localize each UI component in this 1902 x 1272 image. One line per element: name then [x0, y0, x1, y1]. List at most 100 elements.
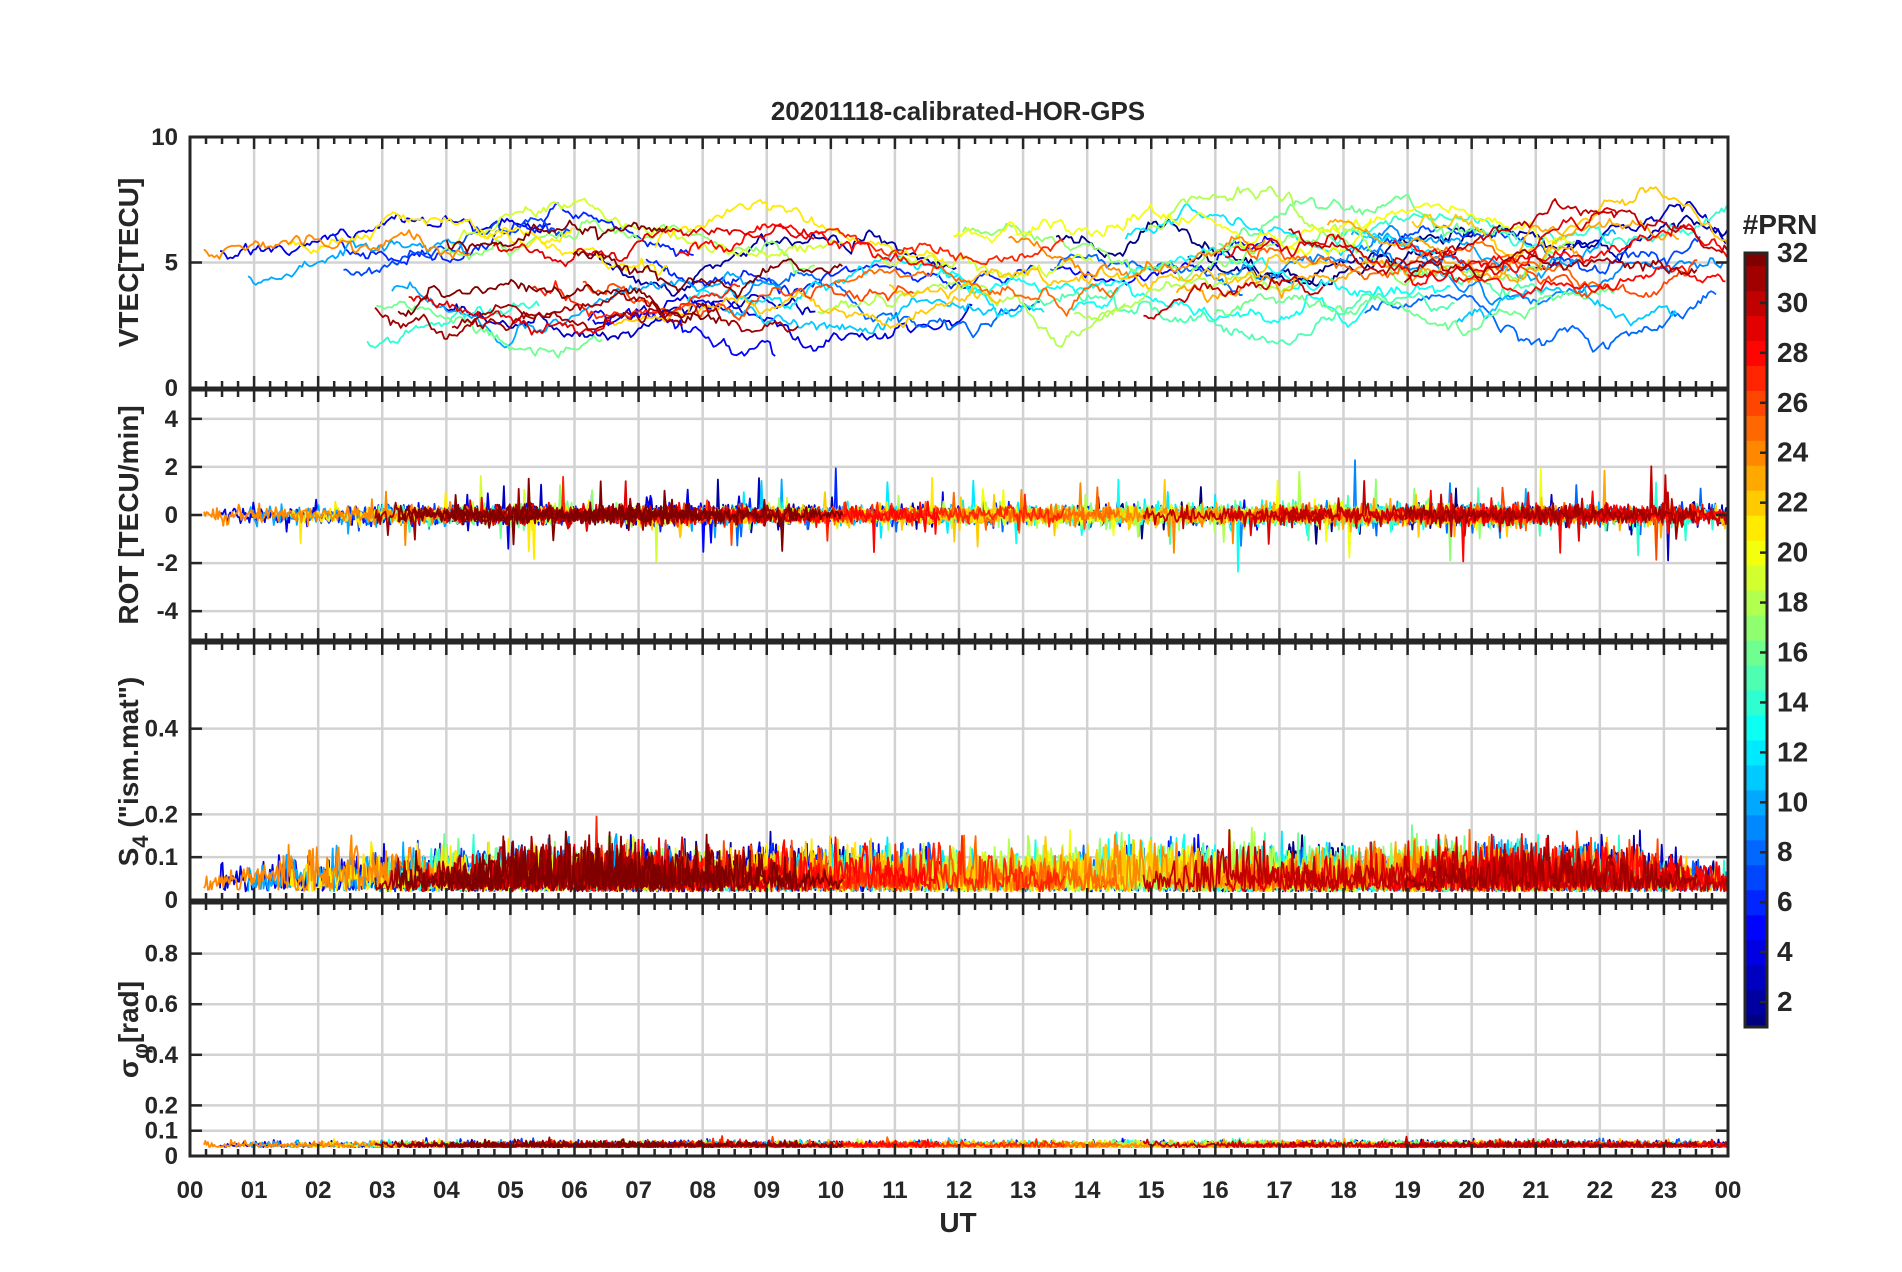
- x-tick-label: 23: [1651, 1177, 1678, 1204]
- x-axis-label: UT: [939, 1207, 976, 1238]
- prn-trace: [366, 300, 540, 349]
- colorbar-tick-label: 26: [1777, 387, 1808, 418]
- y-tick-label: -2: [157, 550, 178, 577]
- prn-trace: [1124, 202, 1440, 257]
- prn-trace: [1326, 217, 1680, 284]
- colorbar-swatch: [1745, 265, 1767, 292]
- prn-trace: [440, 219, 816, 275]
- x-axis-tick-labels: 00 01 02 03 04 05 06 07 08 09 10 11 12 13 14 15 16 17 18 19…: [177, 1177, 1742, 1204]
- colorbar-swatch: [1745, 590, 1767, 616]
- x-tick-label: 16: [1202, 1177, 1229, 1204]
- x-tick-label: 13: [1010, 1177, 1037, 1204]
- prn-trace: [492, 224, 815, 268]
- prn-trace: [832, 264, 1119, 317]
- colorbar-swatch: [1745, 664, 1767, 691]
- y-tick-label: 0.2: [145, 1092, 178, 1119]
- prn-trace: [572, 250, 843, 299]
- prn-trace: [1469, 257, 1698, 299]
- prn-trace: [1331, 205, 1728, 249]
- prn-trace: [397, 278, 722, 324]
- prn-trace: [1404, 502, 1698, 540]
- prn-trace: [1411, 186, 1728, 258]
- colorbar-swatch: [1745, 440, 1767, 466]
- colorbar-swatch: [1745, 914, 1767, 941]
- prn-trace: [1213, 287, 1615, 337]
- vtec-y-axis-label: VTEC[TECU]: [113, 178, 144, 348]
- colorbar-swatch: [1745, 565, 1767, 591]
- x-tick-label: 09: [753, 1177, 780, 1204]
- prn-trace: [654, 198, 946, 265]
- colorbar-tick-label: 2: [1777, 986, 1793, 1017]
- x-tick-label: 21: [1522, 1177, 1549, 1204]
- colorbar-swatch: [1745, 540, 1767, 566]
- colorbar-tick-label: 10: [1777, 786, 1808, 817]
- colorbar-tick-label: 28: [1777, 337, 1808, 368]
- prn-trace: [587, 307, 776, 357]
- x-tick-label: 14: [1074, 1177, 1101, 1204]
- rot-y-axis-label: ROT [TECU/min]: [113, 405, 144, 624]
- y-tick-label: -4: [157, 598, 179, 625]
- prn-trace: [203, 229, 472, 260]
- x-tick-label: 18: [1330, 1177, 1357, 1204]
- colorbar-swatch: [1745, 340, 1767, 366]
- panel-frame: [188, 641, 1730, 902]
- prn-trace: [1403, 1139, 1698, 1148]
- y-tick-label: 0.4: [145, 716, 179, 743]
- x-tick-label: 03: [369, 1177, 396, 1204]
- colorbar-swatch: [1745, 889, 1767, 916]
- rot-panel: -4 -2 0 2 4 ROT [TECU/min]: [113, 388, 1730, 642]
- prn-trace: [440, 293, 816, 341]
- chart-title: 20201118-calibrated-HOR-GPS: [771, 96, 1145, 126]
- prn-trace: [203, 490, 473, 547]
- s4-y-axis-label: S4 ("ism.mat"): [113, 677, 153, 867]
- ylabel-sub: φ: [128, 1043, 153, 1059]
- ylabel-main: σ: [113, 1059, 144, 1078]
- prn-trace: [397, 480, 724, 546]
- prn-trace: [374, 291, 799, 340]
- prn-trace: [479, 226, 668, 276]
- x-tick-label: 10: [817, 1177, 844, 1204]
- colorbar-swatch: [1745, 390, 1767, 416]
- colorbar-tick-label: 14: [1777, 686, 1809, 717]
- trace-group: [203, 186, 1728, 359]
- colorbar-swatch: [1745, 864, 1767, 891]
- colorbar-frame: [1743, 251, 1769, 1029]
- colorbar-swatch: [1745, 964, 1767, 991]
- colorbar-label: #PRN: [1743, 209, 1818, 240]
- colorbar-tick-label: 8: [1777, 836, 1793, 867]
- y-tick-label: 10: [151, 124, 178, 151]
- x-tick-label: 22: [1586, 1177, 1613, 1204]
- y-tick-label: 0.4: [145, 1042, 179, 1069]
- colorbar-swatch: [1745, 365, 1767, 391]
- prn-trace: [445, 477, 668, 532]
- ylabel-rest: ("ism.mat"): [113, 677, 144, 836]
- x-tick-label: 07: [625, 1177, 652, 1204]
- colorbar-tick-label: 24: [1777, 437, 1809, 468]
- y-tick-label: 5: [165, 250, 178, 277]
- colorbar-tick-label: 16: [1777, 636, 1808, 667]
- prn-trace: [397, 831, 724, 893]
- colorbar-swatch: [1745, 615, 1767, 641]
- x-tick-label: 08: [689, 1177, 716, 1204]
- prn-trace: [1286, 202, 1570, 256]
- prn-trace: [1187, 230, 1471, 287]
- colorbar-tick-label: 4: [1777, 936, 1793, 967]
- prn-trace: [1217, 459, 1476, 547]
- colorbar-swatch: [1745, 789, 1767, 816]
- prn-trace: [445, 219, 668, 253]
- x-tick-label: 04: [433, 1177, 460, 1204]
- prn-trace: [376, 300, 603, 359]
- colorbar-swatch: [1745, 839, 1767, 866]
- x-tick-label: 15: [1138, 1177, 1165, 1204]
- x-tick-label: 19: [1394, 1177, 1421, 1204]
- y-tick-label: 0.2: [145, 801, 178, 828]
- colorbar-swatch: [1745, 640, 1767, 666]
- colorbar-swatch: [1745, 814, 1767, 841]
- trace-group: [203, 459, 1728, 573]
- colorbar-tick-label: 12: [1777, 736, 1808, 767]
- prn-trace: [1054, 235, 1281, 286]
- prn-trace: [1462, 214, 1728, 263]
- prn-trace: [813, 834, 1066, 893]
- prn-trace: [1288, 198, 1728, 276]
- y-tick-label: 0: [165, 502, 178, 529]
